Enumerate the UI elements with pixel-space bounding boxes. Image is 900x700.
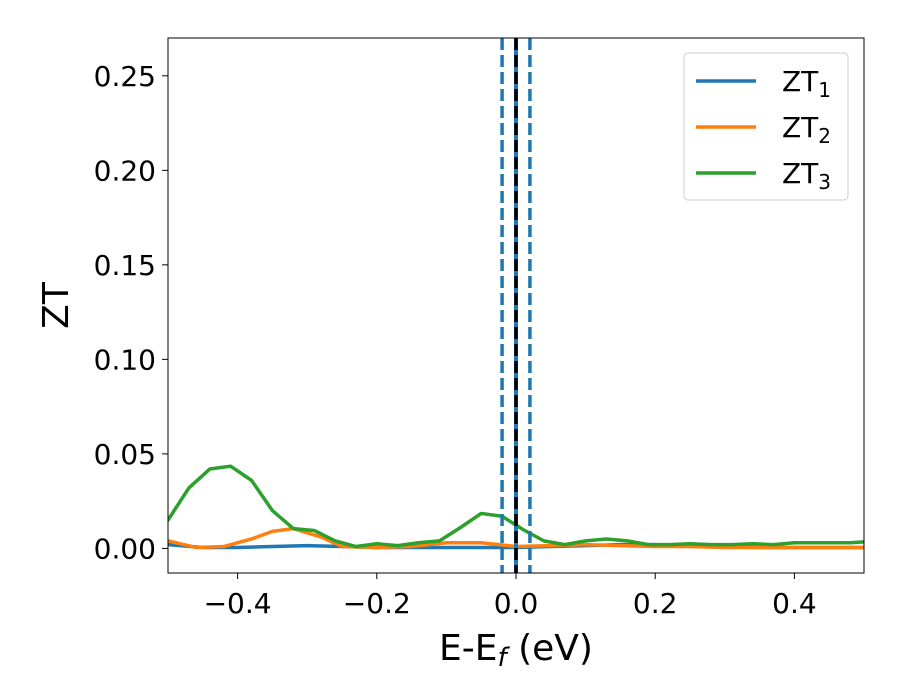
x-tick-label: 0.0 <box>494 587 539 620</box>
x-tick-label: 0.4 <box>772 587 817 620</box>
x-axis-label-main: E-E <box>439 628 497 669</box>
legend: ZT1 ZT2 ZT3 <box>683 52 849 201</box>
x-axis-label: E-Ef (eV) <box>439 628 593 673</box>
series-line-zt3 <box>168 464 864 549</box>
y-tick-label: 0.20 <box>94 154 156 187</box>
y-tick-label: 0.05 <box>94 438 156 471</box>
x-tick-label: 0.2 <box>633 587 678 620</box>
x-tick-label: −0.2 <box>343 587 411 620</box>
series-line-zt2 <box>168 526 864 550</box>
y-tick-label: 0.00 <box>94 532 156 565</box>
y-tick-label: 0.10 <box>94 343 156 376</box>
vertical-reference-lines <box>500 38 532 573</box>
y-tick-label: 0.25 <box>94 60 156 93</box>
legend-label-zt3: ZT3 <box>782 157 831 194</box>
legend-box <box>683 52 849 201</box>
y-axis-label: ZT <box>36 281 77 329</box>
y-axis-ticks: 0.00 0.05 0.10 0.15 0.20 0.25 <box>94 60 168 565</box>
legend-label-zt1: ZT1 <box>782 65 831 102</box>
y-tick-label: 0.15 <box>94 249 156 282</box>
legend-label-zt2: ZT2 <box>782 111 831 148</box>
x-axis-label-unit: (eV) <box>507 628 593 669</box>
x-axis-ticks: −0.4 −0.2 0.0 0.2 0.4 <box>204 573 817 620</box>
x-tick-label: −0.4 <box>204 587 272 620</box>
